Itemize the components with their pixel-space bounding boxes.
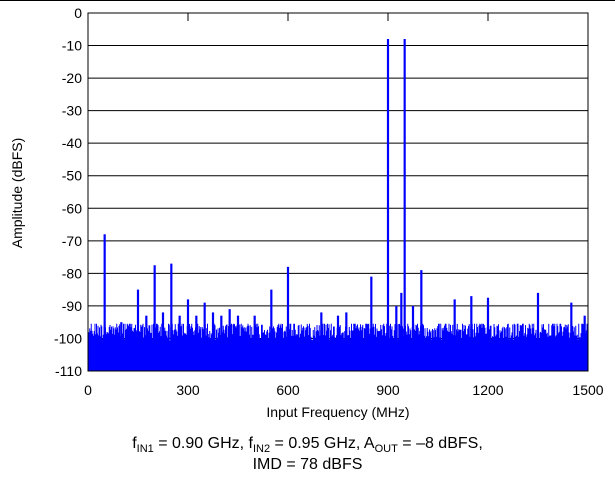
- x-tick-label: 1500: [572, 382, 603, 398]
- y-tick-label: -100: [54, 330, 82, 346]
- x-tick-label: 0: [84, 382, 92, 398]
- y-tick-label: -40: [62, 135, 82, 151]
- x-axis-title: Input Frequency (MHz): [266, 404, 409, 420]
- x-tick-label: 900: [376, 382, 400, 398]
- x-tick-labels: 0 300 600 900 1200 1500: [84, 382, 604, 398]
- fft-spectrum-chart: 0 -10 -20 -30 -40 -50 -60 -70 -80 -90 -100 -110 0 30…: [9, 5, 612, 420]
- f-in2-symbol: f: [248, 435, 253, 452]
- caption-line-1: fIN1 = 0.90 GHz, fIN2 = 0.95 GHz, AOUT =…: [0, 434, 615, 459]
- f-in1-symbol: f: [132, 435, 137, 452]
- y-tick-label: -90: [62, 298, 82, 314]
- y-tick-labels: 0 -10 -20 -30 -40 -50 -60 -70 -80 -90 -100 -110: [54, 5, 82, 379]
- f-in1-value: = 0.90 GHz,: [153, 435, 249, 452]
- y-tick-label: -70: [62, 233, 82, 249]
- y-tick-label: -20: [62, 70, 82, 86]
- f-in2-subscript: IN2: [252, 443, 271, 456]
- a-out-subscript: OUT: [374, 443, 398, 456]
- a-out-symbol: A: [363, 435, 375, 452]
- x-tick-label: 300: [176, 382, 200, 398]
- y-tick-label: 0: [74, 5, 82, 21]
- figure-id: D056: [588, 419, 612, 420]
- y-tick-label: -30: [62, 103, 82, 119]
- spectrum-trace: [88, 39, 589, 371]
- f-in2-value: = 0.95 GHz,: [270, 435, 364, 452]
- f-in1-subscript: IN1: [136, 443, 154, 456]
- y-tick-label: -80: [62, 265, 82, 281]
- x-tick-label: 1200: [472, 382, 503, 398]
- a-out-value: = –8 dBFS,: [397, 435, 483, 452]
- y-tick-label: -50: [62, 168, 82, 184]
- top-rule: [0, 0, 615, 1]
- plot-frame: [87, 12, 589, 372]
- y-tick-label: -10: [62, 38, 82, 54]
- caption-line-2: IMD = 78 dBFS: [252, 456, 363, 473]
- x-tick-label: 600: [276, 382, 300, 398]
- y-axis-title: Amplitude (dBFS): [9, 138, 25, 248]
- y-tick-label: -110: [55, 363, 82, 379]
- y-tick-label: -60: [62, 200, 82, 216]
